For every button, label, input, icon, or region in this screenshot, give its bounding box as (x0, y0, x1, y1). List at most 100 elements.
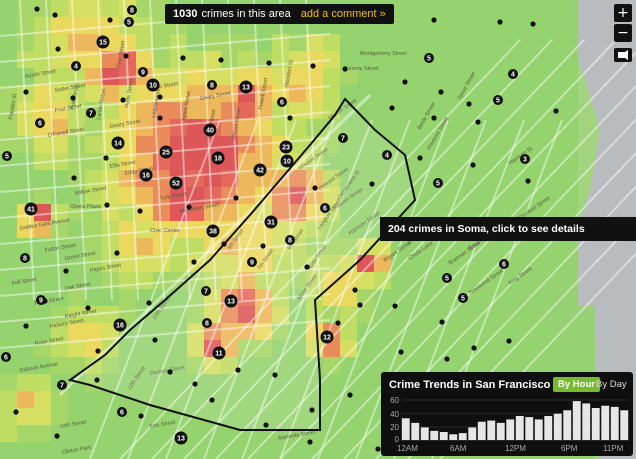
heat-tile (289, 340, 306, 357)
heat-tile (306, 136, 323, 153)
crime-cluster-marker[interactable]: 6 (1, 352, 11, 362)
by-hour-toggle[interactable]: By Hour (553, 377, 600, 392)
cluster-count: 5 (5, 154, 9, 161)
crime-cluster-marker[interactable]: 7 (57, 380, 67, 390)
heat-tile (68, 425, 85, 442)
heat-tile (221, 374, 238, 391)
crime-cluster-marker[interactable]: 25 (159, 145, 173, 159)
street-line (215, 39, 617, 459)
crime-cluster-marker[interactable]: 6 (320, 203, 330, 213)
crime-cluster-marker[interactable]: 8 (20, 253, 30, 263)
crime-cluster-marker[interactable]: 42 (253, 163, 267, 177)
heat-tile (340, 374, 357, 391)
heat-tile (510, 289, 527, 306)
crime-cluster-marker[interactable]: 5 (493, 95, 503, 105)
heat-tile (391, 119, 408, 136)
heat-tile (85, 17, 102, 34)
heat-tile (119, 34, 136, 51)
crime-cluster-marker[interactable]: 11 (212, 346, 226, 360)
crime-cluster-marker[interactable]: 3 (520, 154, 530, 164)
crime-cluster-marker[interactable]: 4 (382, 150, 392, 160)
heat-tile (561, 238, 578, 255)
crime-cluster-marker[interactable]: 7 (86, 108, 96, 118)
heat-tile (493, 153, 510, 170)
street-line (0, 59, 331, 89)
heat-tile (357, 306, 374, 323)
crime-cluster-marker[interactable]: 8 (285, 235, 295, 245)
heat-tile (136, 102, 153, 119)
crime-cluster-marker[interactable]: 41 (24, 202, 38, 216)
heat-tile (323, 221, 340, 238)
heat-tile (527, 255, 544, 272)
heat-tile (187, 187, 204, 204)
heat-tile (544, 170, 561, 187)
incident-dot (553, 108, 559, 114)
heat-tile (0, 170, 17, 187)
crime-cluster-marker[interactable]: 6 (277, 97, 287, 107)
crime-cluster-marker[interactable]: 9 (247, 257, 257, 267)
crime-cluster-marker[interactable]: 5 (442, 273, 452, 283)
heat-tile (425, 102, 442, 119)
crime-cluster-marker[interactable]: 7 (338, 133, 348, 143)
crime-cluster-marker[interactable]: 8 (127, 5, 137, 15)
heat-tile (68, 34, 85, 51)
crime-cluster-marker[interactable]: 31 (264, 215, 278, 229)
crime-cluster-marker[interactable]: 38 (206, 224, 220, 238)
heat-tile (68, 119, 85, 136)
heat-tile (153, 306, 170, 323)
heat-tile (51, 17, 68, 34)
crime-cluster-marker[interactable]: 5 (458, 293, 468, 303)
crime-cluster-marker[interactable]: 6 (499, 259, 509, 269)
crime-cluster-marker[interactable]: 52 (169, 176, 183, 190)
crime-cluster-marker[interactable]: 6 (35, 118, 45, 128)
crime-cluster-marker[interactable]: 10 (280, 154, 294, 168)
heat-tile (272, 51, 289, 68)
heat-tile (119, 238, 136, 255)
crime-cluster-marker[interactable]: 7 (201, 286, 211, 296)
crime-cluster-marker[interactable]: 9 (138, 67, 148, 77)
crime-cluster-marker[interactable]: 6 (117, 407, 127, 417)
crime-cluster-marker[interactable]: 12 (320, 330, 334, 344)
incident-dot (525, 178, 531, 184)
crime-cluster-marker[interactable]: 5 (2, 151, 12, 161)
x-tick-12pm: 12PM (505, 444, 526, 453)
zoom-in-button[interactable]: + (614, 4, 632, 22)
crime-cluster-marker[interactable]: 10 (146, 78, 160, 92)
share-icon[interactable] (614, 48, 632, 62)
zoom-out-button[interactable]: − (614, 24, 632, 42)
heat-tile (170, 153, 187, 170)
crime-cluster-marker[interactable]: 13 (239, 80, 253, 94)
heat-tile (476, 238, 493, 255)
cluster-count: 12 (323, 335, 331, 342)
crime-cluster-marker[interactable]: 5 (124, 17, 134, 27)
crime-cluster-marker[interactable]: 5 (424, 53, 434, 63)
heat-tile (340, 221, 357, 238)
crime-cluster-marker[interactable]: 13 (174, 431, 188, 445)
crime-cluster-marker[interactable]: 16 (139, 168, 153, 182)
crime-cluster-marker[interactable]: 9 (36, 295, 46, 305)
crime-cluster-marker[interactable]: 4 (508, 69, 518, 79)
heat-tile (170, 255, 187, 272)
cluster-count: 18 (214, 156, 222, 163)
crime-cluster-marker[interactable]: 4 (71, 61, 81, 71)
heat-tile (85, 238, 102, 255)
by-day-toggle[interactable]: By Day (596, 379, 627, 390)
add-comment-link[interactable]: add a comment » (300, 8, 386, 20)
crime-cluster-marker[interactable]: 14 (111, 136, 125, 150)
crime-cluster-marker[interactable]: 16 (113, 318, 127, 332)
heat-tile (289, 255, 306, 272)
crime-cluster-marker[interactable]: 40 (203, 123, 217, 137)
heat-tile (544, 357, 561, 374)
crime-cluster-marker[interactable]: 13 (224, 294, 238, 308)
crime-cluster-marker[interactable]: 18 (211, 151, 225, 165)
crime-cluster-marker[interactable]: 15 (96, 35, 110, 49)
crime-cluster-marker[interactable]: 23 (279, 140, 293, 154)
incident-dot (309, 407, 315, 413)
heat-tile (272, 68, 289, 85)
crime-cluster-marker[interactable]: 5 (433, 178, 443, 188)
crime-cluster-marker[interactable]: 8 (207, 80, 217, 90)
crime-cluster-marker[interactable]: 8 (202, 318, 212, 328)
soma-tooltip[interactable]: 204 crimes in Soma, click to see details (380, 217, 636, 241)
